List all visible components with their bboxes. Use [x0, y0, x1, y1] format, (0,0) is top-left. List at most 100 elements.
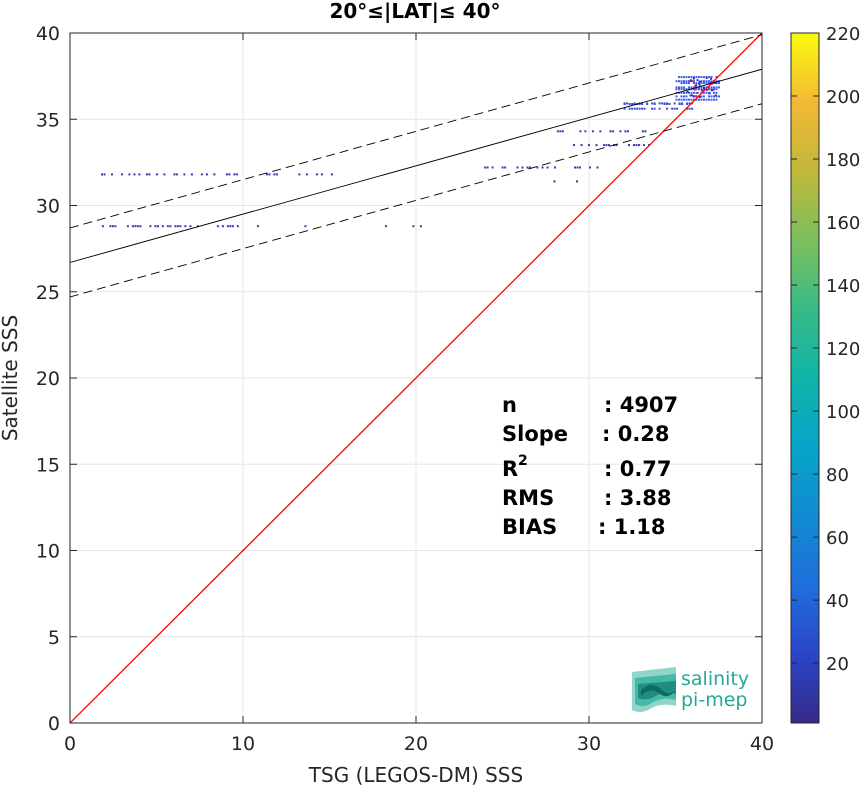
data-point	[693, 76, 695, 79]
data-point	[686, 103, 689, 105]
data-point	[678, 103, 681, 105]
data-point	[686, 90, 689, 93]
x-axis-ticks: 0 10 20 30 40	[64, 33, 774, 755]
data-point	[184, 225, 187, 228]
data-point	[553, 180, 556, 183]
data-point	[708, 80, 710, 83]
data-point	[641, 107, 644, 110]
stat-label: BIAS	[502, 515, 557, 539]
data-point	[599, 130, 602, 133]
data-point	[174, 225, 177, 228]
data-point	[705, 91, 708, 94]
data-point	[698, 83, 701, 86]
data-point	[541, 166, 544, 169]
data-point	[501, 166, 504, 169]
data-point	[691, 107, 694, 110]
data-point	[658, 107, 661, 110]
wave-logo-icon	[632, 667, 676, 712]
data-point	[698, 80, 701, 83]
data-point	[651, 107, 654, 110]
data-point	[705, 88, 708, 91]
x-tick-label: 40	[750, 733, 774, 755]
colorbar-tick-label: 200	[826, 87, 860, 108]
data-point	[233, 173, 236, 176]
x-tick-label: 20	[404, 733, 428, 755]
x-tick-label: 0	[64, 733, 76, 755]
data-point	[715, 88, 718, 91]
data-point	[546, 166, 549, 169]
data-point	[698, 98, 700, 101]
data-point	[703, 98, 705, 101]
data-point	[609, 130, 612, 133]
data-point	[526, 166, 529, 169]
data-point	[536, 166, 539, 169]
stats-box: n: 4907 Slope: 0.28 R 2: 0.77 RMS: 3.88 BIAS:…	[502, 393, 678, 539]
data-point	[713, 95, 715, 98]
data-point	[149, 225, 152, 228]
chart-title: 20°≤|LAT|≤ 40°	[329, 0, 500, 23]
y-tick-label: 40	[36, 23, 60, 45]
data-point	[138, 173, 141, 176]
data-point	[688, 82, 690, 85]
data-point	[658, 102, 661, 105]
stat-label: n	[502, 393, 517, 417]
colorbar-tick-label: 80	[826, 465, 849, 486]
data-point	[628, 107, 631, 110]
data-point	[643, 107, 646, 110]
data-point	[683, 91, 685, 94]
data-point	[663, 103, 666, 105]
data-point	[136, 225, 139, 228]
data-point	[710, 77, 713, 80]
data-point	[128, 173, 131, 176]
data-point	[633, 144, 635, 147]
data-point	[685, 80, 688, 83]
data-point	[163, 173, 166, 176]
data-point	[686, 107, 689, 110]
data-point	[693, 91, 695, 94]
data-point	[641, 130, 644, 133]
data-point	[690, 79, 692, 82]
point-group	[101, 225, 307, 228]
data-point	[705, 76, 708, 79]
data-point	[235, 173, 238, 176]
data-point	[579, 166, 581, 169]
data-point	[683, 88, 685, 91]
data-point	[705, 82, 708, 85]
stat-row: RMS: 3.88	[502, 486, 672, 510]
data-point	[101, 225, 104, 228]
data-point	[315, 173, 318, 176]
y-tick-label: 20	[36, 368, 60, 390]
data-point	[330, 173, 333, 176]
y-tick-label: 30	[36, 196, 60, 218]
data-point	[700, 76, 703, 79]
data-point	[691, 94, 694, 97]
colorbar-tick-label: 60	[826, 528, 849, 549]
stat-value: : 1.18	[598, 515, 666, 539]
data-point	[605, 144, 608, 147]
data-point	[685, 91, 688, 94]
data-point	[715, 82, 718, 85]
data-point	[698, 76, 700, 79]
data-point	[680, 91, 683, 94]
data-point	[678, 80, 680, 83]
data-point	[516, 166, 519, 169]
data-point	[626, 130, 629, 133]
data-point	[628, 103, 631, 105]
data-point	[695, 98, 698, 101]
data-point	[631, 103, 634, 105]
data-point	[683, 98, 685, 101]
data-points	[101, 76, 720, 228]
data-point	[675, 98, 678, 101]
data-point	[703, 91, 705, 94]
data-point	[718, 82, 720, 85]
data-point	[718, 86, 720, 89]
data-point	[685, 76, 688, 79]
data-point	[103, 173, 106, 176]
data-point	[710, 76, 713, 79]
data-point	[109, 225, 112, 228]
data-point	[114, 225, 117, 228]
data-point	[678, 86, 680, 89]
data-point	[176, 225, 179, 228]
data-point	[275, 173, 278, 176]
